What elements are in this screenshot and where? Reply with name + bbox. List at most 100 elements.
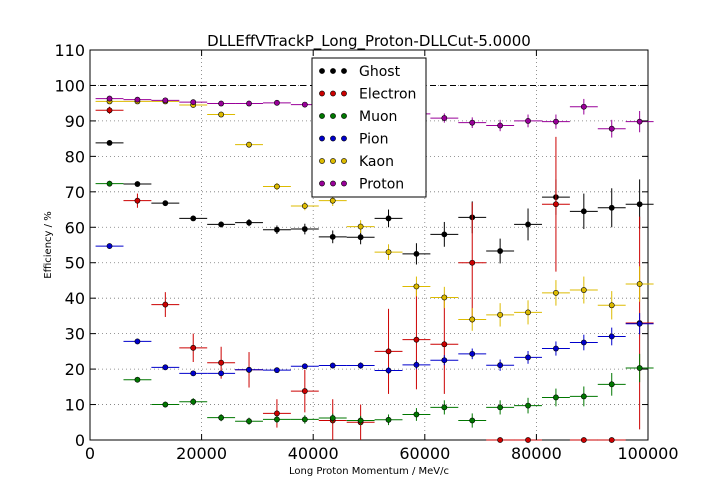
data-point [553, 394, 559, 401]
legend-marker [341, 68, 347, 74]
legend-marker [319, 68, 325, 74]
legend-item-ghost: Ghost [319, 64, 401, 80]
x-axis: 0 20000 40000 60000 80000 100000 [85, 50, 679, 463]
data-point [162, 364, 169, 371]
data-point [580, 208, 587, 215]
data-point [469, 417, 476, 424]
legend-marker [341, 113, 347, 119]
legend-marker [341, 158, 347, 164]
data-point [497, 437, 504, 443]
data-point [608, 437, 615, 443]
data-point [525, 118, 531, 124]
data-point [246, 141, 252, 148]
data-point [134, 376, 141, 383]
data-point [525, 354, 531, 361]
data-point [636, 281, 643, 287]
data-point [246, 418, 252, 425]
y-tick-label: 10 [65, 396, 85, 415]
series-ghost [95, 139, 654, 265]
x-tick-label: 40000 [288, 444, 339, 463]
data-point [190, 99, 197, 106]
data-point [162, 200, 169, 207]
data-point [469, 119, 476, 126]
y-tick-label: 20 [65, 360, 85, 379]
legend-label: Pion [359, 132, 388, 148]
data-point [329, 233, 336, 240]
data-point [246, 366, 252, 373]
data-point [636, 201, 643, 208]
data-point [469, 259, 476, 266]
x-tick-label: 80000 [511, 444, 562, 463]
data-point [134, 197, 141, 204]
data-point [134, 96, 141, 103]
legend-marker [330, 68, 336, 74]
y-tick-label: 60 [65, 218, 85, 237]
legend-marker [319, 158, 325, 164]
data-point [218, 111, 225, 118]
data-point [636, 320, 643, 327]
data-point [106, 95, 113, 102]
legend-item-kaon: Kaon [319, 154, 394, 170]
legend-item-muon: Muon [319, 109, 397, 125]
legend-label: Kaon [359, 154, 394, 170]
series-muon [95, 180, 654, 428]
data-point [274, 410, 280, 417]
data-point [580, 103, 587, 110]
data-point [608, 381, 615, 388]
data-point [162, 97, 169, 104]
legend-label: Proton [359, 177, 404, 193]
series-proton [95, 95, 654, 138]
y-tick-label: 30 [65, 325, 85, 344]
data-point [274, 416, 280, 423]
legend-item-electron: Electron [319, 87, 416, 103]
data-point [553, 345, 559, 352]
legend-marker [330, 180, 336, 187]
data-point [218, 100, 225, 107]
data-point [608, 204, 615, 211]
data-point [106, 139, 113, 146]
data-point [329, 415, 336, 421]
data-point [218, 370, 225, 377]
data-point [162, 401, 169, 408]
legend-item-proton: Proton [319, 177, 404, 193]
data-point [106, 107, 113, 114]
data-point [385, 416, 392, 423]
legend-marker [341, 180, 347, 187]
data-point [274, 367, 280, 374]
legend-marker [341, 135, 347, 142]
data-point [190, 398, 197, 405]
data-point [246, 219, 252, 226]
legend-marker [330, 158, 336, 164]
legend-marker [319, 113, 325, 119]
data-point [580, 393, 587, 400]
series-pion [95, 243, 654, 377]
data-point [329, 362, 336, 369]
legend-marker [319, 90, 325, 97]
plot-frame [89, 49, 649, 441]
data-point [525, 309, 531, 316]
data-point [329, 197, 336, 204]
data-point [357, 417, 364, 424]
data-point [385, 367, 392, 374]
y-tick-label: 80 [65, 147, 85, 166]
legend-marker [330, 90, 336, 97]
data-point [497, 248, 504, 254]
data-point [441, 231, 448, 238]
data-point [553, 201, 559, 208]
y-tick-label: 90 [65, 112, 85, 131]
data-point [357, 223, 364, 230]
data-point [274, 226, 280, 233]
legend: Ghost Electron Muon Pion Kaon Proton [311, 57, 427, 198]
data-point [218, 359, 225, 366]
data-point [385, 215, 392, 222]
data-point [525, 402, 531, 409]
data-point [357, 362, 364, 369]
data-point [497, 362, 504, 369]
data-point [636, 118, 643, 125]
data-point [525, 221, 531, 228]
data-point [469, 350, 476, 357]
y-tick-label: 110 [54, 41, 85, 60]
data-point [441, 404, 448, 411]
data-point [413, 411, 420, 418]
legend-box [311, 57, 427, 198]
